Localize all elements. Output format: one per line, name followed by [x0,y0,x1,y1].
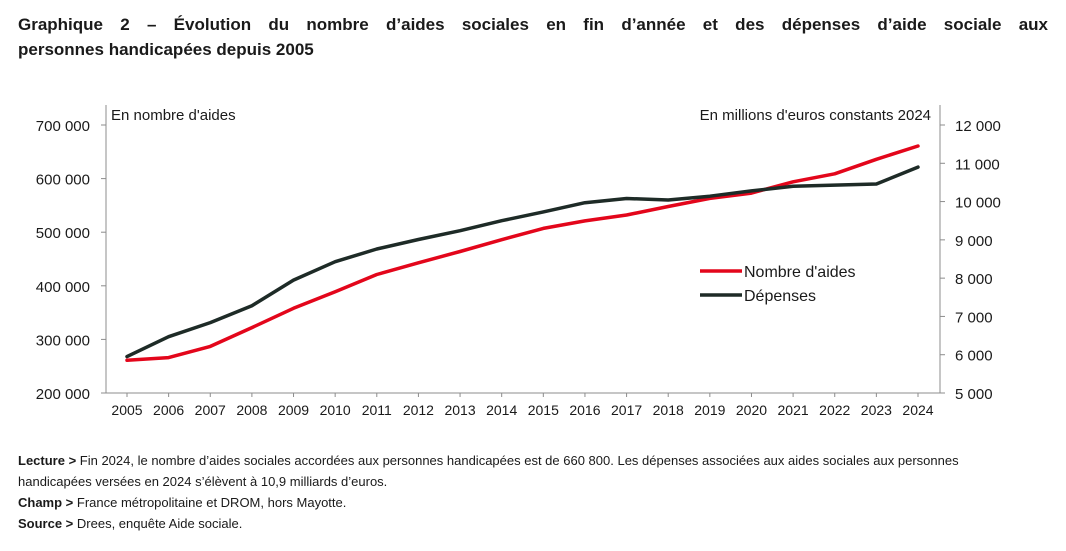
left-tick-label: 600 000 [36,172,90,189]
x-tick-label: 2005 [111,402,142,418]
x-tick-label: 2024 [902,402,933,418]
x-tick-label: 2007 [195,402,226,418]
title-line-1: Graphique 2 – Évolution du nombre d’aide… [18,15,1048,34]
right-tick-label: 12 000 [955,118,1001,135]
series-line-depenses [125,165,920,359]
right-tick-label: 5 000 [955,386,993,403]
x-tick-label: 2021 [778,402,809,418]
x-tick-label: 2014 [486,402,517,418]
series-line-nombre-aides [125,144,920,363]
lecture-label: Lecture > [18,453,77,468]
note-champ: Champ > France métropolitaine et DROM, h… [18,492,1018,513]
legend-label-nombre-aides: Nombre d'aides [744,264,856,281]
x-tick-label: 2013 [444,402,475,418]
right-tick-label: 7 000 [955,309,993,326]
title-line-2: personnes handicapées depuis 2005 [18,40,314,59]
right-axis-label: En millions d'euros constants 2024 [700,107,931,124]
x-tick-label: 2011 [362,402,392,418]
right-tick-label: 8 000 [955,271,993,288]
left-tick-label: 700 000 [36,118,90,135]
x-tick-label: 2012 [403,402,434,418]
chart-title: Graphique 2 – Évolution du nombre d’aide… [18,12,1048,62]
x-tick-label: 2023 [861,402,892,418]
x-tick-label: 2009 [278,402,309,418]
x-tick-label: 2017 [611,402,642,418]
line-chart: En nombre d'aides En millions d'euros con… [36,105,1001,418]
x-tick-label: 2015 [528,402,559,418]
x-tick-label: 2020 [736,402,767,418]
x-tick-label: 2010 [320,402,351,418]
right-tick-label: 11 000 [955,156,1000,173]
source-text: Drees, enquête Aide sociale. [73,516,243,531]
chart-notes: Lecture > Fin 2024, le nombre d’aides so… [18,450,1018,534]
left-axis-label: En nombre d'aides [111,107,236,124]
right-tick-label: 9 000 [955,233,993,250]
right-tick-label: 6 000 [955,348,993,365]
champ-label: Champ > [18,495,74,510]
note-source: Source > Drees, enquête Aide sociale. [18,513,1018,534]
left-tick-label: 500 000 [36,225,90,242]
source-label: Source > [18,516,74,531]
left-tick-label: 300 000 [36,332,90,349]
note-lecture: Lecture > Fin 2024, le nombre d’aides so… [18,450,1018,492]
x-tick-label: 2019 [694,402,725,418]
x-tick-label: 2006 [153,402,184,418]
left-tick-label: 200 000 [36,386,90,403]
lecture-text: Fin 2024, le nombre d’aides sociales acc… [18,453,959,489]
left-tick-label: 400 000 [36,279,90,296]
x-tick-label: 2022 [819,402,850,418]
right-tick-label: 10 000 [955,195,1001,212]
x-tick-label: 2016 [569,402,600,418]
legend-label-depenses: Dépenses [744,288,816,305]
champ-text: France métropolitaine et DROM, hors Mayo… [73,495,347,510]
x-tick-label: 2008 [236,402,267,418]
x-tick-label: 2018 [653,402,684,418]
